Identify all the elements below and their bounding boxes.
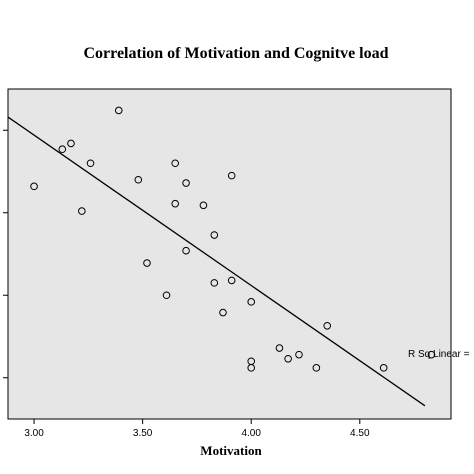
data-point-0 bbox=[30, 182, 38, 191]
x-tick-label-3: 4.50 bbox=[350, 428, 370, 439]
x-axis-label: Motivation bbox=[200, 443, 262, 458]
data-point-27 bbox=[379, 364, 388, 372]
data-point-10 bbox=[171, 199, 180, 208]
data-point-13 bbox=[199, 201, 208, 210]
data-point-12 bbox=[182, 246, 190, 255]
data-point-26 bbox=[323, 321, 332, 330]
plot-area bbox=[7, 88, 452, 420]
data-point-21 bbox=[247, 364, 256, 372]
x-tick-label-2: 4.00 bbox=[241, 428, 261, 439]
x-axis-ticks: 3.00 3.50 4.00 4.50 bbox=[24, 419, 370, 439]
data-point-19 bbox=[247, 298, 256, 306]
data-point-3 bbox=[78, 207, 86, 215]
linear-fit-line bbox=[7, 116, 426, 407]
data-point-7 bbox=[143, 259, 151, 267]
r-sq-linear-annotation: R Sq Linear = bbox=[408, 349, 470, 360]
data-point-9 bbox=[171, 159, 180, 168]
data-points bbox=[30, 106, 436, 372]
data-point-17 bbox=[227, 171, 236, 180]
data-point-15 bbox=[210, 279, 219, 287]
data-point-16 bbox=[219, 308, 227, 317]
data-point-14 bbox=[210, 231, 219, 239]
data-point-8 bbox=[162, 291, 171, 300]
data-point-25 bbox=[312, 364, 321, 372]
data-point-28 bbox=[427, 350, 436, 359]
fit-line-group bbox=[7, 116, 426, 407]
data-point-23 bbox=[284, 354, 292, 363]
data-point-4 bbox=[86, 159, 95, 168]
chart-title: Correlation of Motivation and Cognitve l… bbox=[83, 45, 388, 62]
data-point-18 bbox=[227, 276, 236, 285]
data-point-2 bbox=[67, 139, 75, 148]
data-point-22 bbox=[275, 344, 284, 352]
data-point-6 bbox=[134, 175, 143, 184]
data-point-1 bbox=[58, 145, 67, 154]
data-point-5 bbox=[114, 106, 123, 115]
x-tick-label-1: 3.50 bbox=[133, 428, 153, 439]
data-point-11 bbox=[182, 179, 190, 187]
x-tick-label-0: 3.00 bbox=[24, 428, 44, 439]
y-axis-ticks bbox=[3, 129, 8, 379]
data-point-24 bbox=[295, 350, 303, 359]
